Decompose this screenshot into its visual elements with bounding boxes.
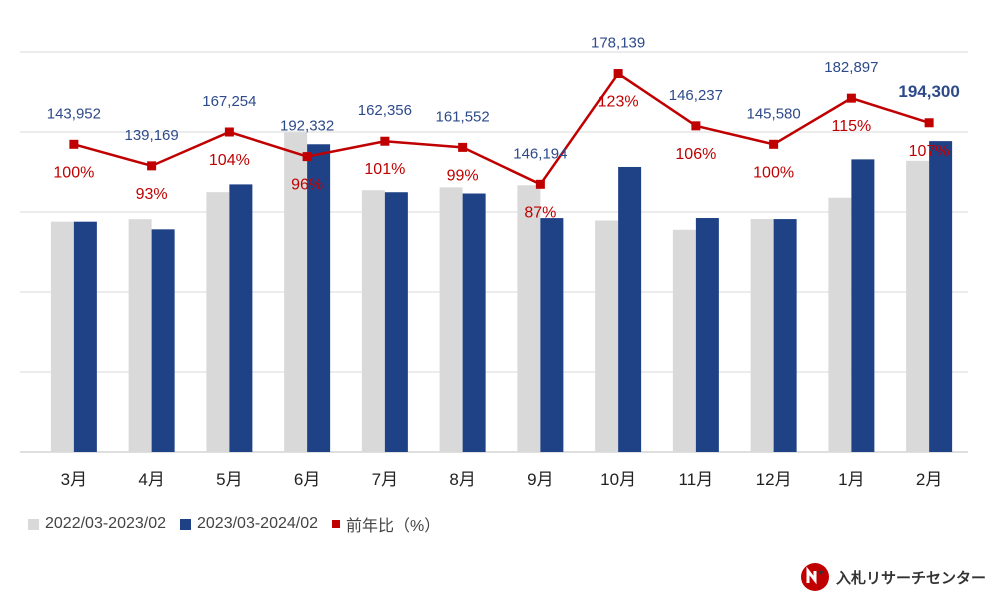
bar-prev-year [284,132,308,452]
x-tick-label: 6月 [294,470,320,489]
yoy-label: 101% [364,161,405,178]
yoy-marker [769,139,779,149]
value-label: 194,300 [898,82,959,101]
value-label: 139,169 [125,127,179,144]
legend-label-this-year: 2023/03-2024/02 [197,515,318,532]
bar-prev-year [517,185,541,452]
bar-this-year [307,144,331,452]
x-tick-label: 10月 [600,470,636,489]
yoy-marker [224,127,234,137]
bar-this-year [773,219,797,452]
value-label: 145,580 [747,105,801,122]
legend-item-yoy: 前年比（%） [332,512,440,536]
brand-logo: 入札リサーチセンター [800,562,986,592]
value-label: 167,254 [202,93,256,110]
bar-this-year [73,221,97,452]
yoy-label: 104% [209,152,250,169]
bar-this-year [540,218,564,452]
yoy-marker [380,136,390,146]
value-label: 178,139 [591,35,645,52]
value-label: 146,237 [669,87,723,104]
yoy-label: 99% [447,167,479,184]
bar-this-year [151,229,175,452]
bar-prev-year [595,220,619,452]
bar-this-year [618,166,642,452]
bar-this-year [695,218,719,452]
yoy-marker [69,139,79,149]
bar-prev-year [50,221,74,452]
legend-label-yoy: 前年比（%） [346,518,441,535]
yoy-line [73,71,930,186]
bar-prev-year [439,187,463,453]
bar-prev-year [206,192,230,452]
yoy-label: 87% [524,204,556,221]
yoy-marker [458,142,468,152]
bar-prev-year [906,160,930,453]
yoy-label: 96% [291,177,323,194]
bar-prev-year [828,197,852,452]
legend-swatch-this-year [180,518,191,530]
yoy-label: 93% [136,186,168,203]
legend-label-prev-year: 2022/03-2023/02 [45,515,166,532]
yoy-label: 107% [909,143,950,160]
bar-this-year [229,184,253,452]
x-tick-label: 7月 [372,470,398,489]
value-label: 143,952 [47,105,101,122]
x-tick-label: 2月 [916,470,942,489]
bar-prev-year [128,219,152,452]
bar-this-year [462,193,486,453]
x-tick-label: 8月 [449,470,475,489]
value-label: 161,552 [436,108,490,125]
x-tick-label: 4月 [138,470,164,489]
legend-item-prev-year: 2022/03-2023/02 [28,515,166,533]
yoy-marker [535,179,545,189]
yoy-marker [846,93,856,103]
x-tick-label: 1月 [838,470,864,489]
brand-name: 入札リサーチセンター [836,569,987,587]
value-label: 182,897 [824,59,878,76]
bar-this-year [384,192,408,452]
legend-item-this-year: 2023/03-2024/02 [180,515,318,533]
legend-swatch-prev-year [28,518,39,530]
bar-prev-year [672,229,696,452]
x-tick-label: 5月 [216,470,242,489]
x-tick-label: 3月 [61,470,87,489]
bar-this-year [929,141,953,452]
legend: 2022/03-2023/02 2023/03-2024/02 前年比（%） [28,512,440,536]
x-tick-label: 9月 [527,470,553,489]
bar-this-year [851,159,875,452]
yoy-label: 106% [675,146,716,163]
yoy-marker [613,69,623,79]
yoy-marker [924,118,934,128]
bar-prev-year [750,219,774,452]
yoy-marker [691,121,701,131]
value-label: 146,194 [513,145,567,162]
yoy-marker [147,161,157,171]
bar-prev-year [361,190,385,453]
yoy-label: 100% [753,164,794,181]
yoy-label: 123% [598,94,639,111]
nr-logo-icon [801,563,829,591]
value-label: 162,356 [358,102,412,119]
yoy-label: 115% [832,118,872,135]
yoy-marker [302,152,312,162]
x-tick-label: 11月 [679,470,714,489]
legend-swatch-yoy [332,520,340,528]
value-label: 192,332 [280,118,334,135]
yoy-label: 100% [53,164,94,181]
x-tick-label: 12月 [756,470,792,489]
